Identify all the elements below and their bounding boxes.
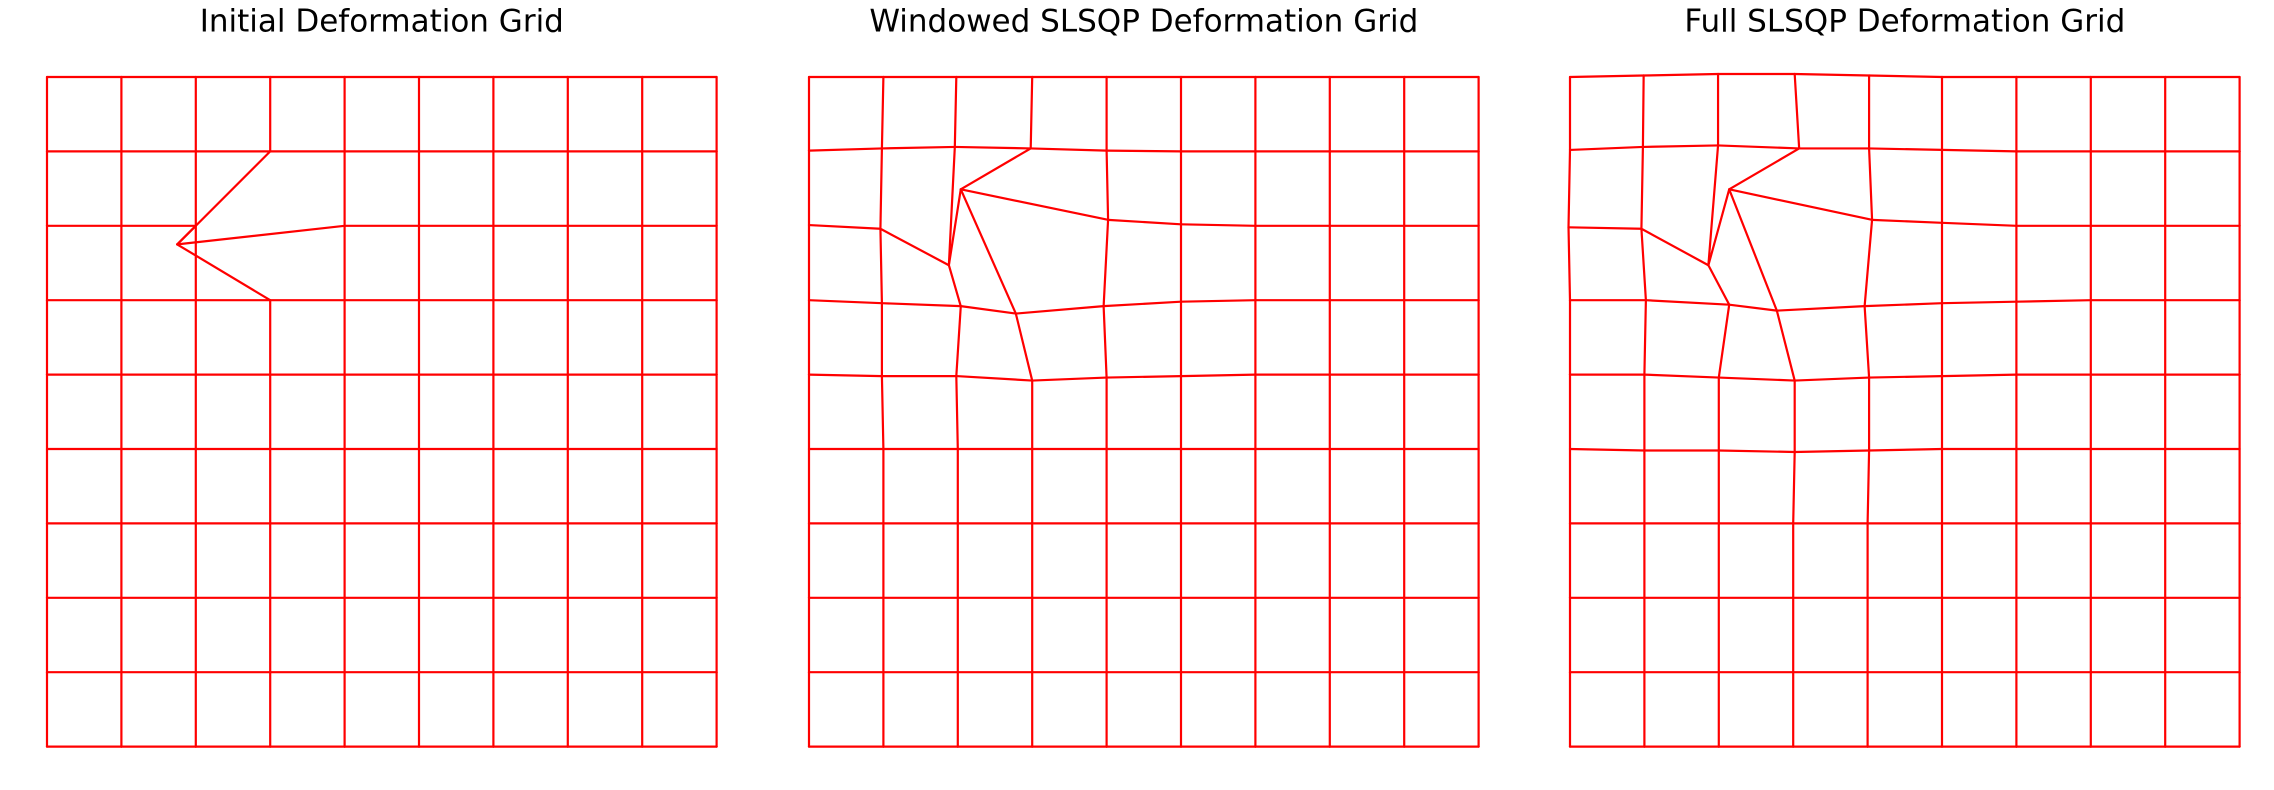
grid-segment: [176, 224, 346, 246]
grid-segment: [1728, 188, 1778, 312]
grid-segment: [1179, 373, 1257, 378]
grid-panel: Initial Deformation Grid: [45, 4, 718, 748]
grid-segment: [959, 147, 1032, 191]
panel-title: Full SLSQP Deformation Grid: [1684, 4, 2125, 40]
grid-segment: [1567, 148, 1572, 229]
grid-segment: [1105, 149, 1110, 221]
grid-segment: [2015, 299, 2092, 303]
grid-segment: [1029, 147, 1108, 152]
grid-segment: [807, 299, 884, 305]
grid-segment: [880, 374, 885, 451]
grid-segment: [1863, 218, 1874, 308]
grid-segment: [1940, 148, 2018, 153]
grid-segment: [879, 227, 950, 267]
grid-segment: [1102, 305, 1108, 379]
grid-segment: [1867, 74, 1944, 79]
grid-segment: [880, 302, 962, 308]
grid-segment: [807, 223, 882, 230]
grid-segment: [947, 264, 962, 308]
grid-segment: [1867, 147, 1874, 221]
grid-segment: [959, 305, 1017, 315]
grid-segment: [1870, 218, 1944, 224]
grid-segment: [955, 374, 1034, 382]
grid-segment: [1707, 144, 1720, 267]
grid-segment: [1640, 227, 1710, 267]
panel-title: Initial Deformation Grid: [200, 4, 564, 40]
grid-panel: Full SLSQP Deformation Grid: [1567, 4, 2241, 748]
grid-segment: [1568, 145, 1645, 152]
grid-segment: [1102, 300, 1183, 308]
grid-segment: [1867, 447, 1944, 452]
grid-segment: [1567, 226, 1643, 230]
grid-segment: [1640, 227, 1647, 302]
grid-segment: [1567, 226, 1572, 302]
grid-segment: [1717, 449, 1796, 454]
grid-segment: [176, 224, 197, 246]
grid-segment: [959, 188, 1017, 315]
panel-title: Windowed SLSQP Deformation Grid: [869, 4, 1418, 40]
grid-segment: [1775, 305, 1866, 312]
grid-segment: [1793, 72, 1801, 150]
grid-segment: [955, 374, 959, 451]
grid-segment: [1643, 373, 1720, 379]
grid-segment: [1792, 450, 1796, 525]
grid-segment: [1867, 147, 1944, 152]
grid-segment: [1716, 144, 1801, 150]
grid-segment: [1707, 264, 1731, 306]
grid-segment: [807, 373, 884, 378]
grid-segment: [1863, 302, 1944, 308]
grid-segment: [879, 227, 884, 305]
grid-segment: [1863, 305, 1871, 379]
grid-segment: [1106, 218, 1183, 226]
grid-segment: [807, 147, 884, 152]
grid-segment: [1014, 312, 1034, 382]
grid-segment: [1641, 74, 1645, 149]
grid-segment: [1717, 376, 1796, 382]
grid-segment: [880, 145, 956, 150]
grid-segment: [1940, 221, 2018, 227]
grid-segment: [953, 145, 1032, 150]
grid-segment: [1643, 299, 1647, 376]
grid-segment: [1179, 299, 1257, 303]
grid-segment: [1793, 449, 1871, 454]
grid-segment: [1014, 305, 1105, 315]
grid-segment: [176, 243, 272, 302]
grid-segment: [1568, 447, 1646, 452]
grid-segment: [953, 75, 958, 149]
grid-segment: [1866, 449, 1871, 525]
grid-segment: [1031, 376, 1108, 382]
grid-segment: [1867, 374, 1944, 379]
grid-segment: [1102, 218, 1110, 308]
grid-segment: [947, 188, 962, 267]
grid-segment: [1105, 374, 1183, 379]
grid-segment: [1641, 144, 1720, 149]
grid-segment: [1793, 376, 1871, 382]
grid-segment: [955, 305, 962, 378]
grid-segment: [879, 147, 884, 230]
grid-segment: [1728, 147, 1801, 191]
grid-segment: [1029, 75, 1034, 150]
grid-segment: [1568, 74, 1645, 79]
grid-segment: [1775, 309, 1796, 382]
grid-segment: [947, 145, 956, 267]
grid-segment: [1940, 373, 2018, 378]
grid-segment: [880, 75, 885, 150]
grid-segment: [1728, 188, 1874, 221]
grid-panel: Windowed SLSQP Deformation Grid: [807, 4, 1480, 748]
grid-segment: [1717, 303, 1731, 379]
grid-segment: [1644, 299, 1731, 306]
grid-segment: [1707, 188, 1731, 267]
grid-segment: [1728, 303, 1778, 312]
grid-segment: [1793, 72, 1871, 77]
grid-segment: [1640, 145, 1645, 230]
grid-segment: [1105, 149, 1183, 153]
grid-segment: [1179, 223, 1257, 227]
grid-segment: [1642, 72, 1720, 77]
grid-segment: [1940, 300, 2018, 305]
grid-segment: [959, 188, 1110, 221]
